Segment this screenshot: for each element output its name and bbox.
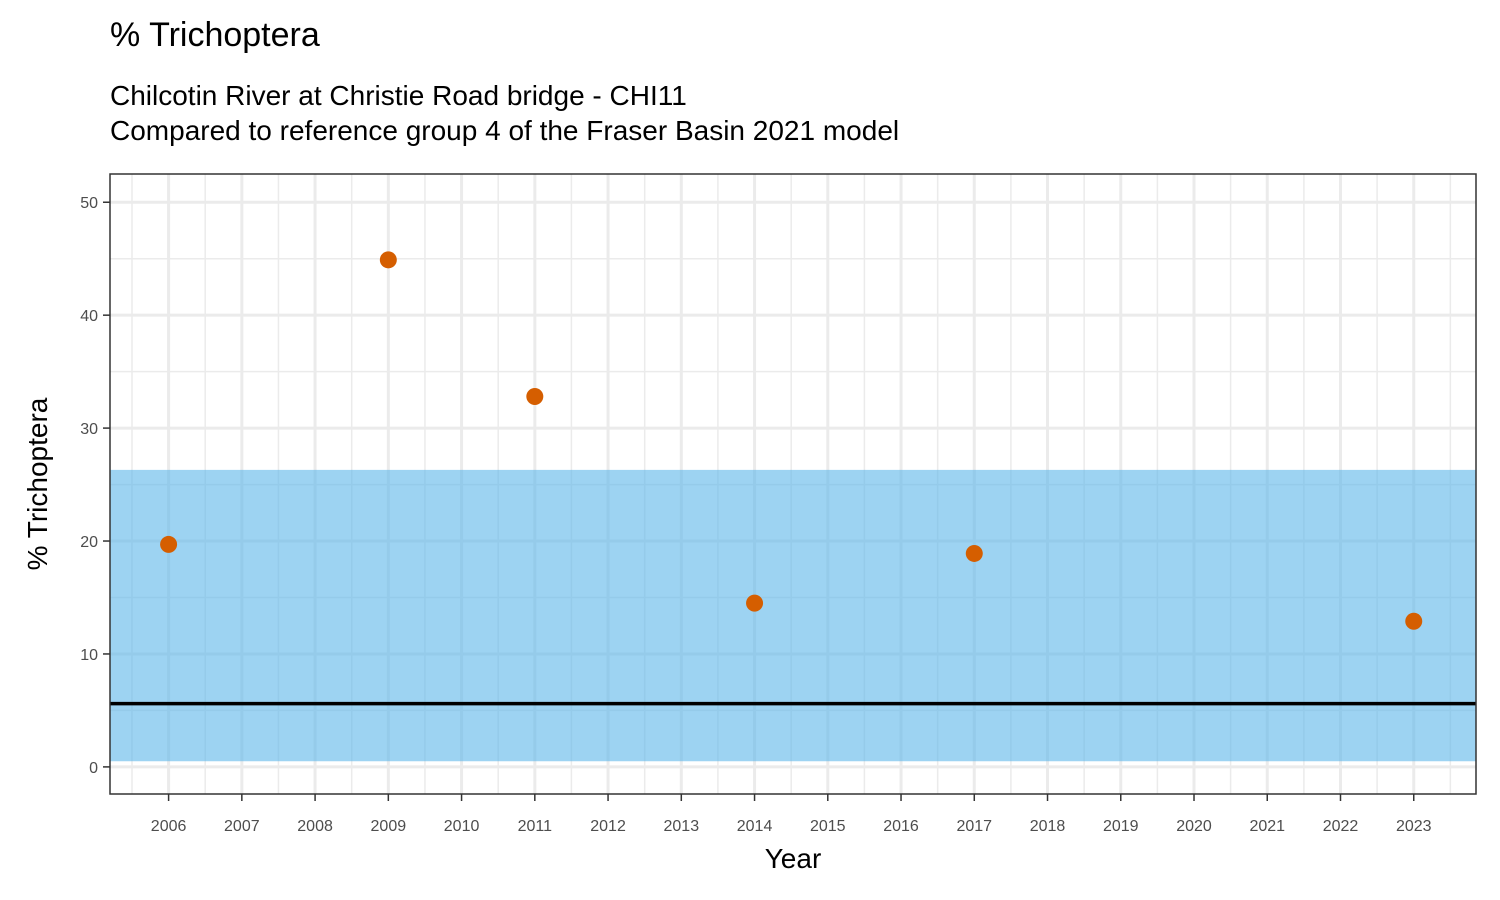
scatter-chart: 0 10 20 30 40 50 2006 2007 2008 2009 2010 2011 2012… [0,0,1500,900]
x-tick-label-2008: 2008 [297,818,333,835]
data-point-2017 [966,545,983,562]
x-axis: 2006 2007 2008 2009 2010 2011 2012 2013 2014 2015… [151,794,1432,835]
x-axis-title: Year [765,843,822,874]
y-tick-label-40: 40 [80,308,98,325]
x-tick-label-2016: 2016 [883,818,919,835]
x-tick-label-2013: 2013 [664,818,700,835]
y-tick-label-50: 50 [80,195,98,212]
reference-band [110,470,1476,761]
y-tick-label-20: 20 [80,534,98,551]
x-tick-label-2022: 2022 [1323,818,1359,835]
x-tick-label-2017: 2017 [956,818,992,835]
x-tick-label-2012: 2012 [590,818,626,835]
x-tick-label-2020: 2020 [1176,818,1212,835]
x-tick-label-2015: 2015 [810,818,846,835]
x-tick-label-2009: 2009 [371,818,407,835]
y-axis: 0 10 20 30 40 50 [80,195,110,777]
x-tick-label-2018: 2018 [1030,818,1066,835]
x-tick-label-2010: 2010 [444,818,480,835]
data-point-2009 [380,251,397,268]
y-tick-label-10: 10 [80,647,98,664]
x-tick-label-2006: 2006 [151,818,187,835]
x-tick-label-2019: 2019 [1103,818,1139,835]
data-point-2014 [746,595,763,612]
data-point-2011 [526,388,543,405]
x-tick-label-2023: 2023 [1396,818,1432,835]
data-point-2023 [1405,613,1422,630]
x-tick-label-2011: 2011 [518,818,553,835]
x-tick-label-2014: 2014 [737,818,773,835]
y-axis-title: % Trichoptera [22,397,53,570]
x-tick-label-2007: 2007 [224,818,260,835]
y-tick-label-30: 30 [80,421,98,438]
data-point-2006 [160,536,177,553]
x-tick-label-2021: 2021 [1249,818,1285,835]
reference-band-layer [110,470,1476,761]
y-tick-label-0: 0 [89,760,98,777]
